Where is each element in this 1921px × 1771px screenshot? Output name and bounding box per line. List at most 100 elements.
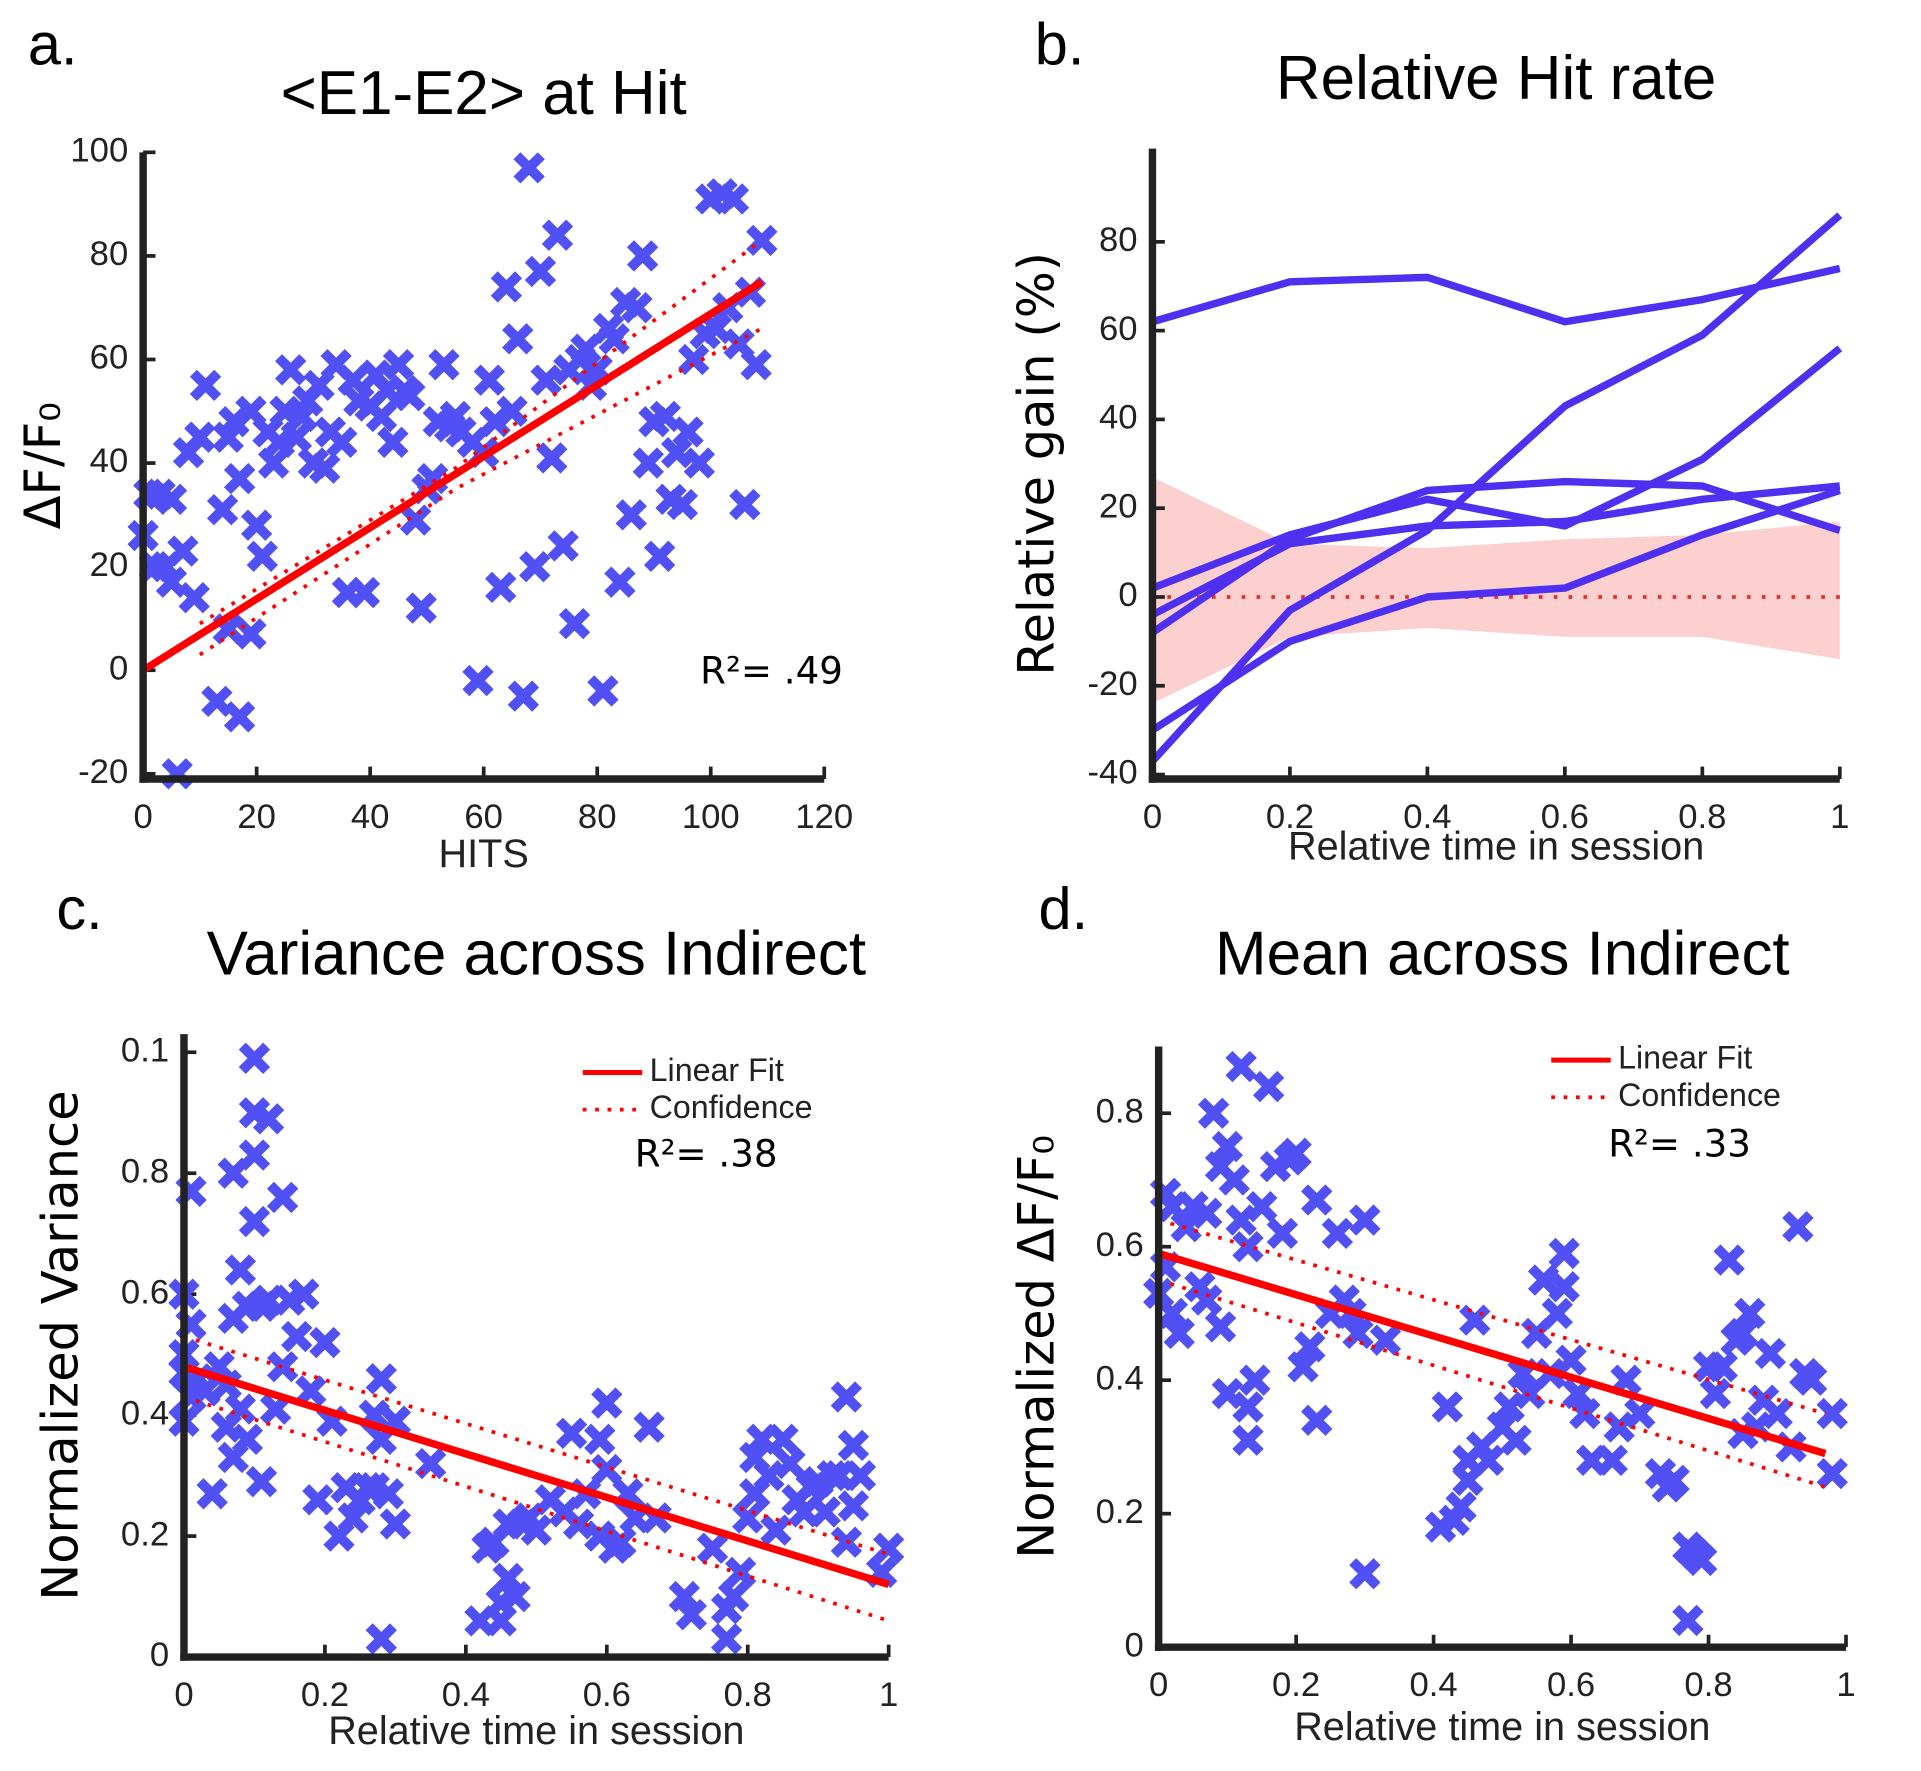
scatter-point	[288, 1278, 320, 1310]
x-tick-label: 40	[351, 798, 390, 836]
series-line	[1151, 345, 1843, 592]
x-tick-label: 0.4	[1403, 798, 1451, 836]
scatter-point	[672, 416, 704, 448]
scatter-point	[746, 224, 778, 257]
confidence-line	[198, 326, 763, 657]
scatter-point	[717, 183, 750, 215]
scatter-point	[513, 152, 545, 184]
x-tick-label: 120	[795, 798, 853, 836]
scatter-point	[235, 618, 267, 650]
scatter-point	[223, 462, 256, 495]
x-tick-label: 80	[578, 798, 617, 836]
scatter-point	[668, 1580, 700, 1613]
scatter-point	[303, 369, 335, 402]
scatter-point	[281, 1320, 313, 1353]
y-tick-label: 20	[1099, 487, 1138, 525]
scatter-point	[235, 395, 267, 427]
scatter-point	[295, 1375, 327, 1407]
scatter-point	[189, 369, 222, 402]
x-tick-label: 0	[1143, 798, 1162, 836]
scatter-point	[587, 675, 619, 707]
y-tick-label: 80	[1099, 221, 1138, 259]
scatter-point	[490, 271, 523, 303]
scatter-point	[605, 1526, 637, 1558]
scatter-point	[844, 1459, 877, 1492]
scatter-point	[462, 664, 494, 697]
scatter-point	[1246, 1190, 1278, 1223]
scatter-point	[666, 488, 699, 521]
scatter-point	[496, 395, 528, 427]
scatter-point	[167, 535, 199, 567]
x-tick-label: 0	[1149, 1666, 1168, 1704]
scatter-point	[536, 442, 568, 474]
confidence-line	[198, 238, 763, 626]
scatter-point	[302, 1484, 334, 1516]
scatter-point	[555, 1417, 588, 1449]
scatter-point	[788, 1496, 820, 1528]
scatter-point	[1431, 1391, 1464, 1423]
scatter-point	[837, 1429, 870, 1462]
x-tick-label: 0.4	[1409, 1666, 1457, 1704]
scatter-point	[1349, 1204, 1381, 1236]
scatter-point	[252, 1103, 285, 1135]
scatter-point	[621, 292, 653, 324]
scatter-point	[184, 421, 216, 453]
scatter-point	[1225, 1204, 1257, 1236]
scatter-point	[1754, 1337, 1787, 1370]
scatter-point	[661, 437, 693, 469]
scatter-point	[615, 499, 647, 531]
scatter-point	[259, 1393, 292, 1425]
scatter-point	[155, 483, 188, 516]
y-tick-label: 0	[109, 649, 128, 687]
scatter-point	[238, 1042, 271, 1074]
y-tick-label: 0	[1118, 576, 1137, 614]
legend-label: Linear Fit	[650, 1052, 784, 1088]
scatter-point	[520, 1514, 553, 1546]
x-tick-label: 60	[464, 798, 503, 836]
scatter-point	[541, 219, 574, 251]
scatter-point	[257, 447, 290, 479]
scatter-point	[499, 1580, 531, 1613]
scatter-point	[309, 1326, 341, 1359]
scatter-point	[224, 1254, 257, 1286]
scatter-point	[1369, 1324, 1402, 1356]
scatter-point	[1294, 1331, 1326, 1363]
scatter-point	[1287, 1351, 1319, 1383]
chart-title: <E1-E2> at Hit	[281, 59, 687, 128]
chart-title: Variance across Indirect	[207, 920, 866, 989]
legend-label: Confidence	[650, 1089, 813, 1125]
scatter-point	[1548, 1237, 1580, 1270]
scatter-point	[280, 421, 313, 453]
scatter-point	[464, 1605, 496, 1637]
scatter-point	[1672, 1604, 1704, 1637]
scatter-point	[1610, 1364, 1642, 1396]
scatter-point	[348, 576, 381, 609]
y-axis-label: Normalized Variance	[31, 1090, 89, 1600]
series-line	[1149, 212, 1843, 764]
scatter-point	[266, 1181, 299, 1214]
scatter-point	[723, 328, 755, 360]
y-tick-label: -20	[1088, 665, 1138, 703]
x-tick-label: 0.6	[583, 1676, 631, 1714]
scatter-point	[767, 1423, 799, 1456]
legend-label: Confidence	[1618, 1077, 1781, 1113]
scatter-point	[562, 1508, 595, 1540]
scatter-point	[1225, 1050, 1257, 1083]
series-line	[1150, 486, 1841, 734]
scatter-point	[245, 1465, 278, 1498]
scatter-point	[830, 1381, 863, 1413]
scatter-point	[405, 592, 437, 624]
scatter-point	[201, 685, 233, 717]
scatter-point	[231, 1423, 264, 1456]
y-axis-label: ΔF/F₀	[14, 402, 72, 529]
scatter-point	[1252, 1070, 1285, 1103]
scatter-point	[206, 494, 239, 526]
x-tick-label: 100	[682, 798, 740, 836]
scatter-point	[1342, 1317, 1374, 1350]
x-axis-label: HITS	[439, 832, 529, 876]
scatter-point	[155, 566, 188, 598]
x-axis-label: Relative time in session	[328, 1709, 744, 1753]
scatter-point	[217, 1157, 249, 1189]
panel-label: b.	[1035, 10, 1085, 77]
scatter-point	[372, 1478, 405, 1510]
